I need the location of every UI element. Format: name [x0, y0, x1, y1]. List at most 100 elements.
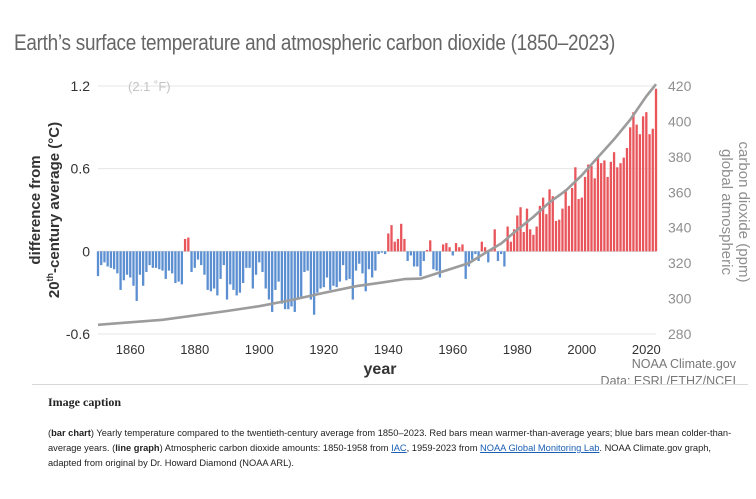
temp-bar [138, 251, 142, 275]
temp-bar [538, 205, 542, 252]
temp-bar [203, 251, 206, 275]
temp-bar [441, 244, 445, 252]
caption-part4: . NOAA Climate.gov graph, adapted from o… [48, 443, 712, 468]
axes: -0.6 0 0.6 1.2 280 300 320 340 360 380 400 420 1860 1… [27, 78, 752, 384]
temp-bar [329, 251, 332, 290]
temp-bar [432, 251, 435, 270]
temp-bar [190, 251, 193, 272]
temp-bar [158, 251, 161, 270]
temp-bar [142, 251, 145, 286]
temp-bar [106, 251, 109, 267]
temp-bar [380, 251, 383, 253]
temp-bar [364, 251, 367, 292]
temp-bar [309, 251, 313, 300]
temp-bar [641, 116, 645, 252]
temp-bar [632, 112, 635, 252]
temp-bar [171, 251, 174, 274]
temp-bar [354, 251, 358, 271]
temp-bar [425, 249, 429, 252]
temp-bar [393, 241, 396, 252]
temp-bar [496, 251, 500, 261]
iac-link[interactable]: IAC [391, 443, 407, 453]
temp-bar [367, 251, 371, 270]
x-axis-label: year [364, 361, 397, 378]
temp-bar [280, 251, 284, 304]
co2-series-line [97, 83, 658, 327]
temp-bar [406, 251, 409, 261]
caption-part3: , 1959-2023 from [406, 443, 481, 453]
temp-bar [651, 128, 654, 252]
temp-bar [161, 251, 164, 271]
temp-bar [609, 161, 612, 252]
y-right-tick-label: 400 [668, 113, 692, 129]
temp-bar [335, 251, 338, 288]
temp-bar [238, 251, 242, 293]
temp-bar [103, 251, 106, 263]
temp-bar [109, 251, 113, 268]
temperature-bars [96, 88, 658, 315]
temp-bar [480, 241, 483, 252]
y-right-axis-label: global atmospheric carbon dioxide (ppm) [718, 142, 752, 283]
temp-bar [400, 223, 403, 252]
temp-bar [216, 251, 219, 296]
temp-bar [296, 251, 300, 299]
temp-bar [148, 251, 151, 266]
y-right-tick-label: 380 [668, 149, 692, 165]
x-tick-label: 1880 [180, 342, 209, 357]
temp-bar [316, 251, 319, 293]
temp-bar [206, 251, 209, 290]
temp-bar [612, 152, 616, 252]
temp-bar [358, 251, 361, 264]
caption-bold-line-graph: line graph [115, 443, 160, 453]
temp-bar [516, 215, 519, 252]
temp-bar [551, 196, 554, 252]
temp-bar [629, 127, 632, 252]
temp-bar [287, 251, 290, 310]
temp-bar [154, 251, 158, 268]
caption-part2: ) Atmospheric carbon dioxide amounts: 18… [159, 443, 392, 453]
temp-bar [180, 251, 184, 285]
temp-bar [461, 244, 464, 252]
temp-bar [322, 251, 325, 288]
y-right-tick-label: 300 [668, 291, 692, 307]
temp-bar [209, 251, 213, 292]
temp-bar [532, 234, 535, 252]
temp-bar [196, 251, 200, 260]
temp-bar [593, 178, 596, 252]
temp-bar [164, 251, 167, 279]
temp-bar [419, 251, 422, 277]
temp-bar [293, 251, 296, 312]
temp-bar [345, 251, 348, 281]
source-text: Data: ESRL/ETHZ/NCEI [601, 374, 736, 384]
temp-bar [387, 233, 390, 252]
temp-bar [548, 189, 551, 252]
image-caption-box: Image caption (bar chart) Yearly tempera… [32, 384, 748, 499]
y-right-tick-label: 340 [668, 220, 692, 236]
temp-bar [429, 240, 432, 252]
temp-bar [625, 148, 629, 252]
noaa-gml-link[interactable]: NOAA Global Monitoring Lab [480, 443, 600, 453]
temp-bar [529, 229, 532, 252]
chart-title: Earth’s surface temperature and atmosphe… [14, 30, 616, 55]
temp-bar [467, 251, 471, 267]
temp-bar [525, 208, 529, 252]
temp-bar [319, 251, 322, 289]
temp-bar [487, 251, 490, 263]
temp-bar [351, 251, 354, 300]
temp-bar [396, 238, 400, 252]
temp-bar [561, 208, 564, 252]
temp-bar [509, 241, 513, 252]
temp-bar [274, 251, 277, 290]
temp-bar [383, 251, 387, 255]
temp-bar [371, 251, 374, 278]
temp-bar [580, 197, 583, 252]
x-tick-label: 2000 [567, 342, 596, 357]
temp-bar [119, 251, 122, 290]
temp-bar [503, 251, 506, 267]
temp-bar [654, 88, 658, 252]
temp-bar [122, 251, 125, 281]
temp-bar [416, 251, 419, 267]
temp-bar [458, 247, 461, 252]
temp-bar [361, 251, 364, 274]
temp-bar [100, 251, 103, 266]
